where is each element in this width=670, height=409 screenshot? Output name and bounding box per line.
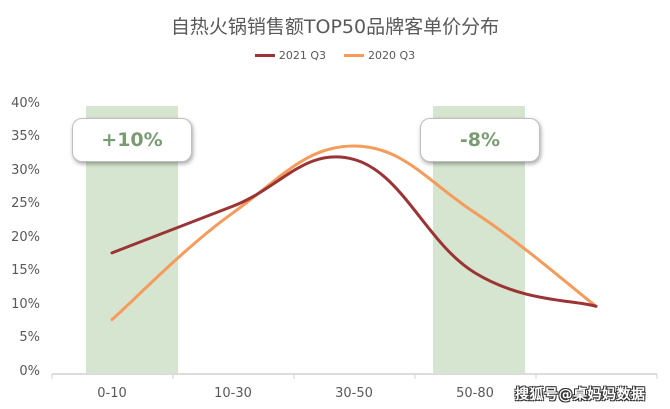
legend-label-2020: 2020 Q3	[368, 49, 416, 62]
y-tick-10: 10%	[11, 297, 40, 312]
legend-label-2021: 2021 Q3	[278, 49, 326, 62]
y-tick-0: 0%	[19, 364, 40, 379]
annotation-plus-10: +10%	[72, 118, 192, 162]
series-line-2021-q3	[110, 155, 598, 308]
series-line-2020-q3	[110, 144, 598, 322]
y-tick-15: 15%	[11, 263, 40, 278]
annotation-minus-8: -8%	[420, 118, 540, 162]
x-tick-30-50: 30-50	[335, 386, 373, 401]
y-tick-20: 20%	[11, 230, 40, 245]
legend-item-2020: 2020 Q3	[344, 49, 415, 62]
y-tick-35: 35%	[11, 129, 40, 144]
y-tick-5: 5%	[19, 330, 40, 345]
y-tick-25: 25%	[11, 196, 40, 211]
x-tick-10-30: 10-30	[214, 386, 252, 401]
y-tick-30: 30%	[11, 163, 40, 178]
legend-item-2021: 2021 Q3	[254, 49, 326, 62]
x-tick-50-80: 50-80	[456, 386, 494, 401]
legend-swatch-2021	[254, 54, 275, 57]
watermark: 搜狐号@桌妈妈数据	[515, 387, 646, 403]
y-tick-40: 40%	[11, 96, 40, 111]
x-axis-ticks	[51, 374, 658, 379]
x-tick-0-10: 0-10	[97, 386, 127, 401]
chart-title: 自热火锅销售额TOP50品牌客单价分布	[170, 16, 500, 38]
legend: 2021 Q3 2020 Q3	[0, 49, 670, 62]
legend-swatch-2020	[344, 54, 364, 57]
